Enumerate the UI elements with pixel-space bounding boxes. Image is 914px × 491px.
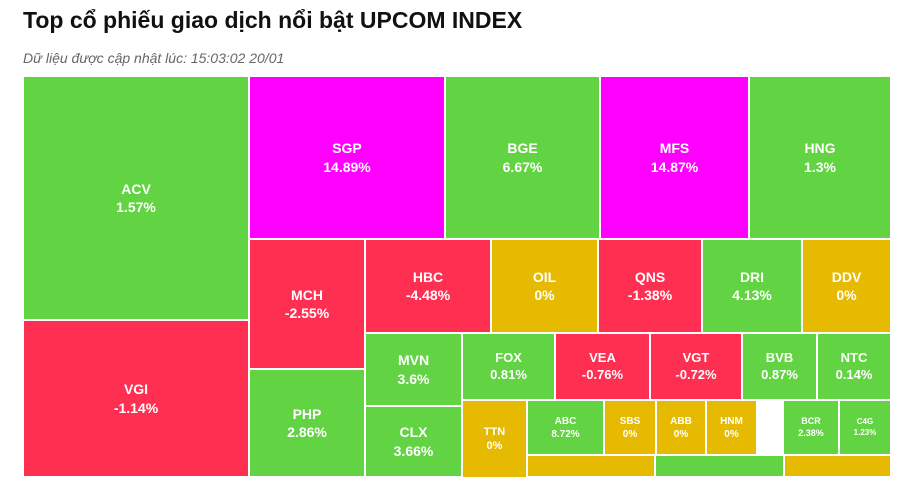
tile-change: 6.67% [502,158,543,175]
tile-dri[interactable]: DRI 4.13% [702,239,802,333]
tile-sgp[interactable]: SGP 14.89% [249,76,445,239]
tile-symbol: PHP [292,405,322,422]
tile-change: 2.38% [798,427,824,438]
tile-symbol: BVB [765,349,794,365]
tile-change: 0.87% [761,366,798,382]
tile-symbol: ABB [670,415,692,427]
tile-small[interactable] [527,455,655,477]
tile-symbol: FOX [495,349,522,365]
tile-change: -1.14% [113,399,159,416]
tile-c4g[interactable]: C4G 1.23% [839,400,891,455]
tile-small[interactable] [784,455,891,477]
tile-symbol: DRI [739,268,765,285]
tile-acv[interactable]: ACV 1.57% [23,76,249,320]
tile-change: 1.3% [804,158,836,175]
tile-symbol: VGT [682,349,710,365]
tile-symbol: OIL [532,268,557,285]
tile-abb[interactable]: ABB 0% [656,400,706,455]
tile-change: 3.6% [397,370,430,387]
tile-change: -0.72% [675,366,717,382]
tile-symbol: HBC [412,268,444,285]
tile-vgi[interactable]: VGI -1.14% [23,320,249,477]
tile-change: 14.89% [323,158,371,175]
tile-php[interactable]: PHP 2.86% [249,369,365,477]
tile-hbc[interactable]: HBC -4.48% [365,239,491,333]
tile-change: 1.57% [116,199,156,215]
tile-ddv[interactable]: DDV 0% [802,239,891,333]
tile-symbol: DDV [831,268,862,285]
tile-symbol: HNG [804,140,836,157]
tile-small[interactable] [655,455,784,477]
tile-symbol: VGI [123,381,149,398]
tile-symbol: ABC [554,415,577,427]
tile-change: 0% [622,428,638,440]
tile-change: -2.55% [284,305,330,321]
tile-sbs[interactable]: SBS 0% [604,400,656,455]
tile-symbol: QNS [634,268,666,285]
tile-change: 2.86% [287,424,327,440]
tile-symbol: SBS [619,415,641,427]
tile-change: 14.87% [650,158,699,175]
tile-ttn[interactable]: TTN 0% [462,400,527,478]
tile-symbol: TTN [483,425,506,438]
tile-clx[interactable]: CLX 3.66% [365,406,462,477]
tile-symbol: BCR [801,415,821,426]
tile-symbol: BGE [507,140,538,157]
tile-change: 0% [486,440,503,452]
tile-mfs[interactable]: MFS 14.87% [600,76,749,239]
tile-fox[interactable]: FOX 0.81% [462,333,555,400]
tile-change: 0.14% [835,366,873,382]
tile-change: -0.76% [581,366,624,382]
tile-change: 3.66% [393,442,434,459]
tile-symbol: C4G [856,417,874,427]
tile-mch[interactable]: MCH -2.55% [249,239,365,369]
tile-bvb[interactable]: BVB 0.87% [742,333,817,400]
tile-symbol: CLX [399,424,428,441]
tile-vea[interactable]: VEA -0.76% [555,333,650,400]
tile-symbol: MFS [659,140,690,157]
tile-symbol: MVN [397,352,430,369]
tile-change: 1.23% [853,427,877,437]
tile-hnm[interactable]: HNM 0% [706,400,757,455]
tile-change: 0% [724,428,739,440]
tile-change: -4.48% [405,287,451,303]
tile-change: 0% [673,428,689,440]
tile-bge[interactable]: BGE 6.67% [445,76,600,239]
tile-symbol: ACV [121,180,151,197]
tile-mvn[interactable]: MVN 3.6% [365,333,462,406]
update-timestamp: Dữ liệu được cập nhật lúc: 15:03:02 20/0… [23,50,285,66]
tile-symbol: SGP [332,140,362,157]
tile-oil[interactable]: OIL 0% [491,239,598,333]
tile-symbol: HNM [720,415,743,427]
tile-symbol: NTC [840,349,868,365]
tile-change: 0% [534,287,555,303]
tile-change: 0.81% [490,366,527,382]
tile-qns[interactable]: QNS -1.38% [598,239,702,333]
tile-change: 8.72% [551,428,580,440]
tile-hng[interactable]: HNG 1.3% [749,76,891,239]
tile-vgt[interactable]: VGT -0.72% [650,333,742,400]
tile-change: 0% [836,287,857,303]
treemap: ACV 1.57% VGI -1.14% SGP 14.89% BGE 6.67% MFS 14.… [23,76,891,478]
chart-title: Top cổ phiếu giao dịch nổi bật UPCOM IND… [23,7,523,33]
tile-change: 4.13% [732,287,772,303]
tile-change: -1.38% [627,287,673,303]
tile-bcr[interactable]: BCR 2.38% [783,400,839,455]
tile-symbol: VEA [589,349,616,365]
tile-symbol: MCH [291,286,323,303]
tile-abc[interactable]: ABC 8.72% [527,400,604,455]
tile-ntc[interactable]: NTC 0.14% [817,333,891,400]
